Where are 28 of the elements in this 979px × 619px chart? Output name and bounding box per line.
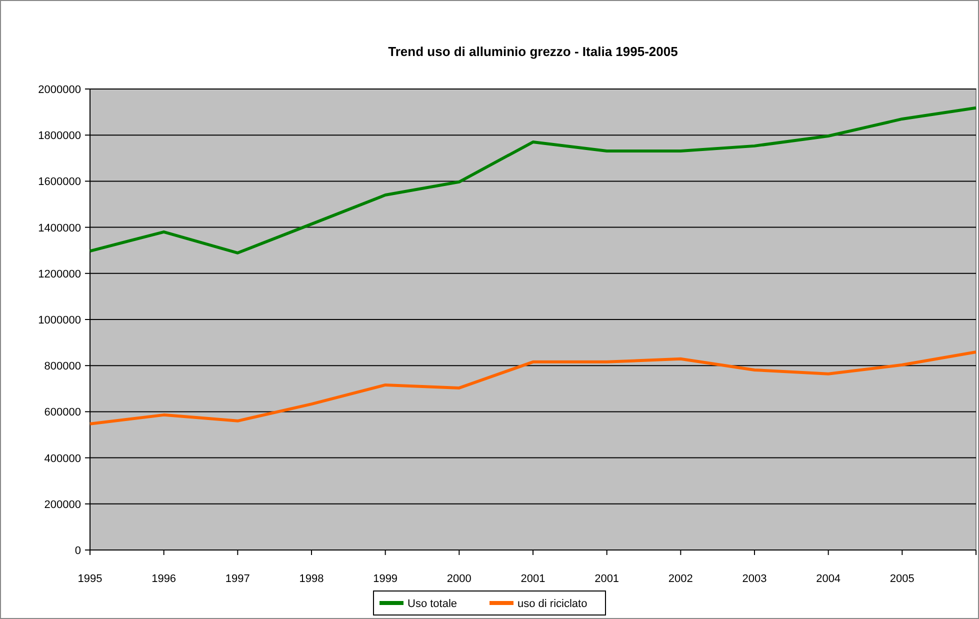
x-tick-label: 1999 — [373, 573, 398, 585]
x-tick-label: 1997 — [225, 573, 250, 585]
x-tick-label: 2001 — [594, 573, 620, 585]
line-series — [88, 350, 978, 426]
y-tick-label: 800000 — [44, 360, 81, 373]
y-tick-label: 600000 — [44, 406, 81, 419]
y-tick-label: 200000 — [44, 498, 81, 511]
x-tick-label: 1995 — [78, 573, 102, 585]
y-tick-label: 1000000 — [38, 314, 81, 326]
legend-label: uso di riciclato — [518, 598, 588, 610]
x-tick-label: 1996 — [152, 573, 176, 585]
x-tick-label: 2005 — [890, 573, 914, 585]
y-tick-label: 1800000 — [38, 130, 81, 142]
y-tick-label: 2000000 — [38, 84, 81, 96]
y-tick-label: 1400000 — [38, 222, 81, 234]
chart-title: Trend uso di alluminio grezzo - Italia 1995-2005 — [388, 44, 678, 59]
x-tick-label: 2002 — [668, 573, 693, 585]
legend-label: Uso totale — [408, 598, 458, 610]
y-tick-label: 400000 — [44, 452, 81, 465]
line-series — [88, 106, 978, 254]
y-tick-label: 1200000 — [38, 268, 81, 280]
x-tick-label: 2004 — [816, 573, 841, 585]
y-tick-label: 1600000 — [38, 176, 81, 188]
x-tick-label: 2003 — [742, 573, 767, 585]
x-tick-label: 1998 — [299, 573, 324, 585]
x-tick-label: 2000 — [446, 573, 472, 585]
y-tick-label: 0 — [74, 545, 81, 557]
x-tick-label: 2001 — [520, 573, 546, 585]
